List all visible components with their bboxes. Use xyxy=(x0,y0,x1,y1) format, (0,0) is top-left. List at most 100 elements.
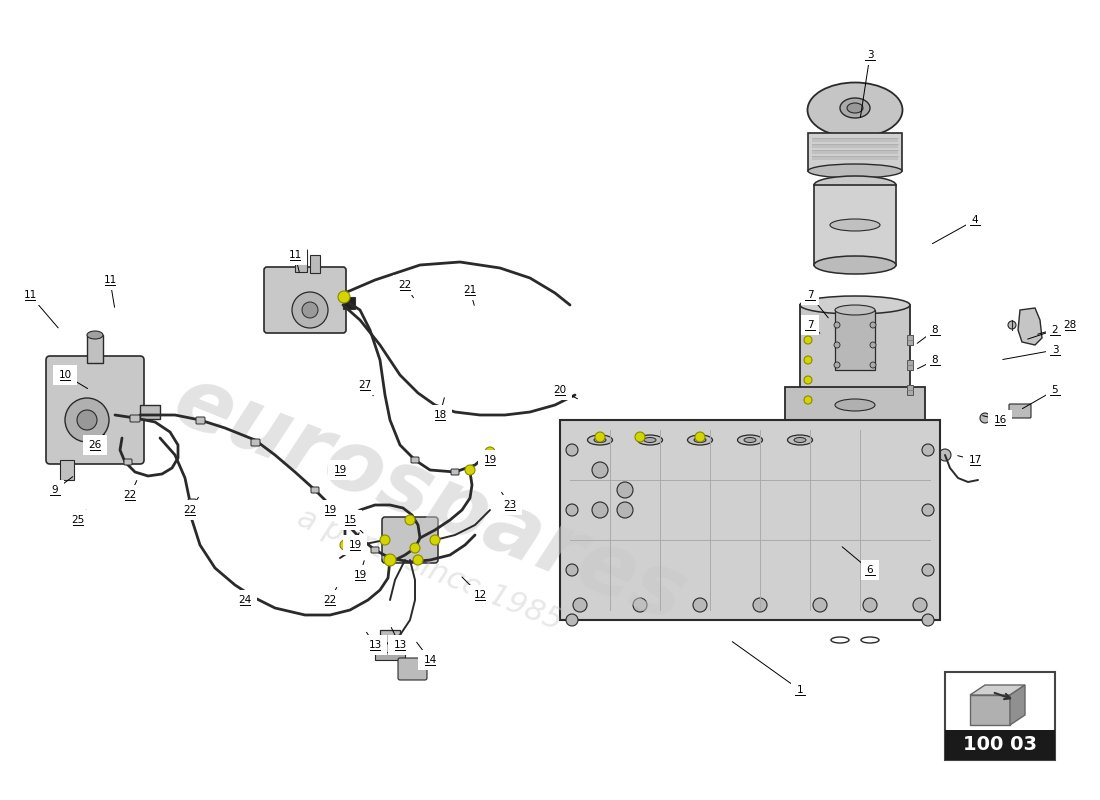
Ellipse shape xyxy=(840,98,870,118)
Circle shape xyxy=(338,291,350,303)
Text: a parts since 1985: a parts since 1985 xyxy=(294,503,566,637)
Text: 28: 28 xyxy=(1064,320,1077,330)
FancyBboxPatch shape xyxy=(379,630,400,658)
Text: 10: 10 xyxy=(58,370,72,380)
Text: 17: 17 xyxy=(968,455,981,465)
Ellipse shape xyxy=(737,435,762,445)
Circle shape xyxy=(939,449,952,461)
FancyBboxPatch shape xyxy=(311,487,319,493)
Circle shape xyxy=(922,504,934,516)
Text: 7: 7 xyxy=(806,290,813,300)
FancyBboxPatch shape xyxy=(196,417,205,424)
FancyBboxPatch shape xyxy=(251,439,260,446)
Text: 12: 12 xyxy=(473,590,486,600)
Circle shape xyxy=(617,502,632,518)
Circle shape xyxy=(754,598,767,612)
Text: 22: 22 xyxy=(323,595,337,605)
Circle shape xyxy=(77,410,97,430)
Circle shape xyxy=(412,555,424,565)
Polygon shape xyxy=(970,695,1010,725)
Circle shape xyxy=(592,462,608,478)
Ellipse shape xyxy=(830,219,880,231)
Bar xyxy=(812,138,898,142)
Ellipse shape xyxy=(800,296,910,314)
Text: 8: 8 xyxy=(932,355,938,365)
Text: 100 03: 100 03 xyxy=(962,735,1037,754)
Circle shape xyxy=(617,482,632,498)
Circle shape xyxy=(870,342,876,348)
Polygon shape xyxy=(970,685,1025,695)
Text: 2: 2 xyxy=(1052,325,1058,335)
Bar xyxy=(812,150,898,154)
Text: 26: 26 xyxy=(88,440,101,450)
Circle shape xyxy=(813,598,827,612)
FancyBboxPatch shape xyxy=(124,459,132,465)
Text: eurospares: eurospares xyxy=(162,359,698,641)
Circle shape xyxy=(430,535,440,545)
Ellipse shape xyxy=(744,438,756,442)
Circle shape xyxy=(379,535,390,545)
Text: 20: 20 xyxy=(553,385,566,395)
Bar xyxy=(343,297,355,309)
Text: 9: 9 xyxy=(52,485,58,495)
Bar xyxy=(814,185,896,265)
Circle shape xyxy=(592,502,608,518)
Circle shape xyxy=(292,292,328,328)
FancyBboxPatch shape xyxy=(411,457,419,463)
Circle shape xyxy=(635,432,645,442)
Bar xyxy=(945,672,1055,760)
Bar xyxy=(945,730,1055,760)
Text: 24: 24 xyxy=(239,595,252,605)
Ellipse shape xyxy=(794,438,806,442)
Ellipse shape xyxy=(295,247,307,253)
Text: 27: 27 xyxy=(359,380,372,390)
Circle shape xyxy=(913,598,927,612)
Ellipse shape xyxy=(688,435,713,445)
Bar xyxy=(295,250,307,272)
Circle shape xyxy=(870,322,876,328)
Text: 22: 22 xyxy=(184,505,197,515)
Text: 19: 19 xyxy=(483,455,496,465)
Circle shape xyxy=(324,502,336,512)
Circle shape xyxy=(65,398,109,442)
Ellipse shape xyxy=(814,256,896,274)
Bar xyxy=(908,360,913,370)
FancyBboxPatch shape xyxy=(130,415,140,422)
Bar xyxy=(812,144,898,148)
Circle shape xyxy=(980,413,990,423)
Ellipse shape xyxy=(835,305,874,315)
Circle shape xyxy=(465,465,475,475)
Circle shape xyxy=(566,614,578,626)
FancyBboxPatch shape xyxy=(188,499,196,505)
Text: 6: 6 xyxy=(867,565,873,575)
Bar xyxy=(908,385,913,395)
Bar xyxy=(87,335,103,363)
Circle shape xyxy=(922,564,934,576)
Circle shape xyxy=(922,614,934,626)
Circle shape xyxy=(632,598,647,612)
Bar xyxy=(812,156,898,160)
FancyBboxPatch shape xyxy=(800,305,910,395)
Bar xyxy=(908,335,913,345)
FancyBboxPatch shape xyxy=(785,387,925,427)
Ellipse shape xyxy=(644,438,656,442)
Ellipse shape xyxy=(87,331,103,339)
Bar xyxy=(310,255,320,273)
Circle shape xyxy=(804,356,812,364)
Circle shape xyxy=(384,554,396,566)
Ellipse shape xyxy=(847,103,864,113)
Text: 19: 19 xyxy=(353,570,366,580)
Polygon shape xyxy=(1018,308,1042,345)
FancyBboxPatch shape xyxy=(451,469,459,475)
Circle shape xyxy=(695,432,705,442)
Text: 25: 25 xyxy=(72,515,85,525)
FancyBboxPatch shape xyxy=(341,519,349,525)
FancyBboxPatch shape xyxy=(46,356,144,464)
Text: 11: 11 xyxy=(103,275,117,285)
Text: 19: 19 xyxy=(349,540,362,550)
Text: 5: 5 xyxy=(1052,385,1058,395)
Bar xyxy=(835,310,874,370)
Ellipse shape xyxy=(594,438,606,442)
Bar xyxy=(808,133,902,171)
FancyBboxPatch shape xyxy=(382,517,438,563)
